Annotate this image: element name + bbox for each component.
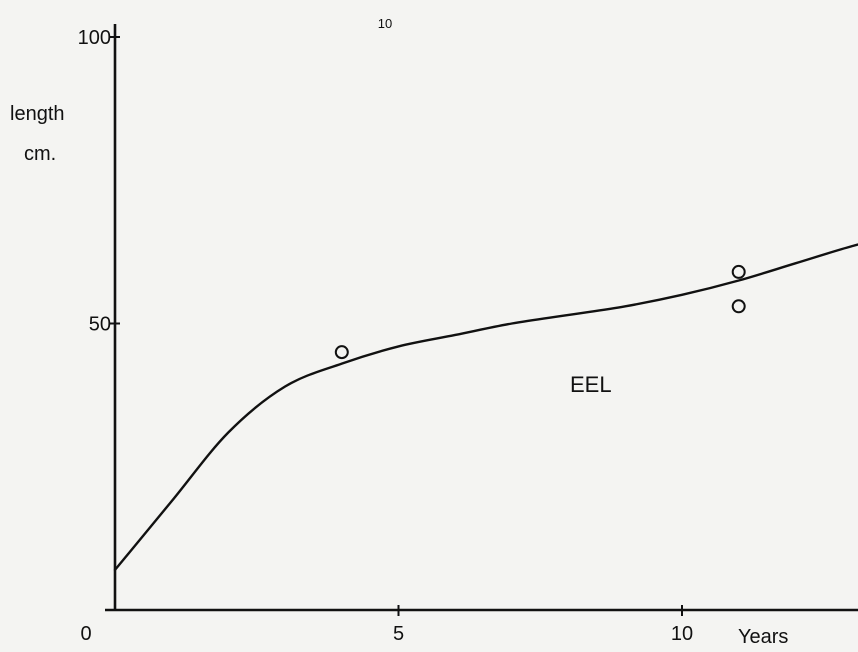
x-axis-label: Years <box>738 626 788 648</box>
page-number: 10 <box>378 16 392 31</box>
series-annotation: EEL <box>570 372 612 397</box>
data-point <box>731 264 746 279</box>
x-tick-label: 5 <box>393 623 404 645</box>
y-axis-label-line-2: cm. <box>24 143 56 165</box>
x-tick-label: 0 <box>80 623 91 645</box>
data-point <box>334 345 349 360</box>
y-tick-label: 100 <box>78 27 111 49</box>
x-tick-label: 10 <box>671 623 693 645</box>
data-point <box>731 299 746 314</box>
y-tick-label: 50 <box>89 314 111 336</box>
data-points <box>334 264 746 360</box>
fitted-growth-curve <box>113 243 858 572</box>
y-axis-label-line-1: length <box>10 103 65 125</box>
axis-ticks: 051015.2050100 <box>78 27 694 645</box>
